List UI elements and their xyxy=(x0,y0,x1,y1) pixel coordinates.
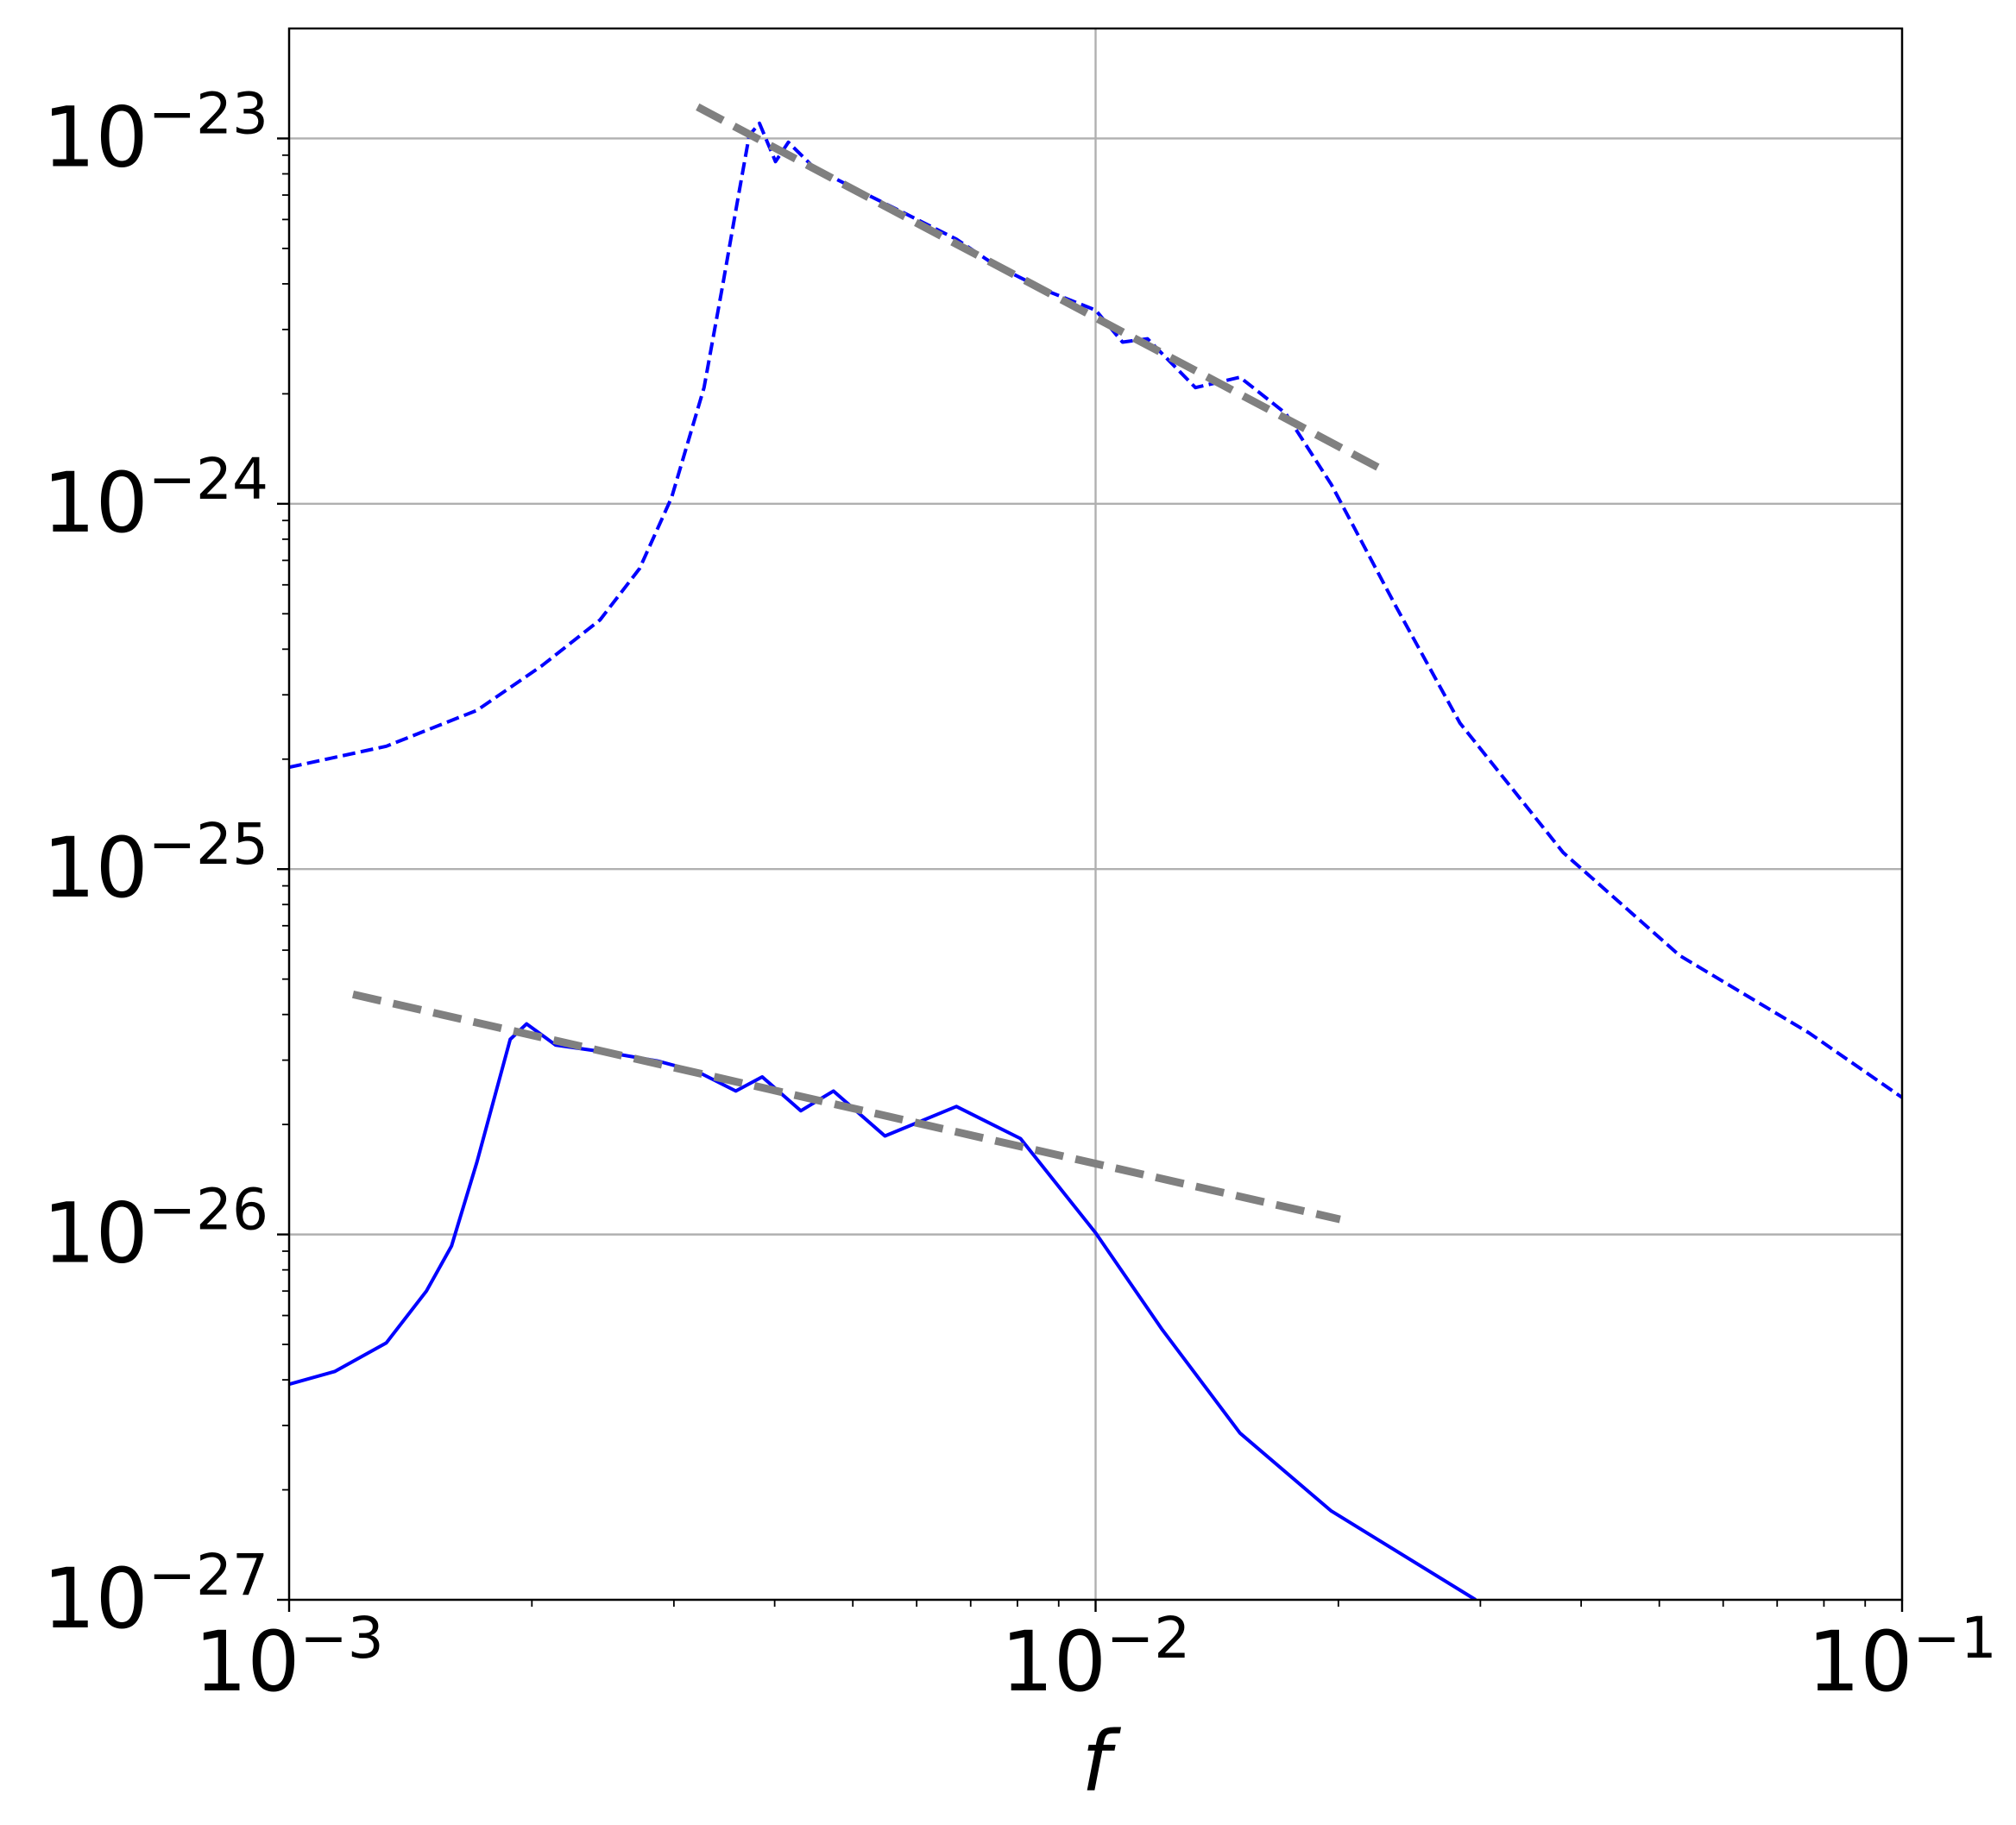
y-tick-label: 10−26 xyxy=(43,1177,268,1282)
y-tick-label: 10−27 xyxy=(43,1542,268,1647)
data-line xyxy=(351,991,1341,1224)
y-tick-label: 10−23 xyxy=(43,80,268,186)
x-tick-label: 10−3 xyxy=(194,1605,383,1710)
data-line xyxy=(289,1022,1477,1600)
x-axis-label: f xyxy=(1081,1714,1121,1810)
data-line xyxy=(696,103,1389,476)
plot-area xyxy=(289,103,1902,1600)
y-tick-label: 10−25 xyxy=(43,811,268,916)
x-tick-label: 10−1 xyxy=(1807,1605,1996,1710)
x-tick-label: 10−2 xyxy=(1001,1605,1190,1710)
y-tick-label: 10−24 xyxy=(43,446,268,551)
